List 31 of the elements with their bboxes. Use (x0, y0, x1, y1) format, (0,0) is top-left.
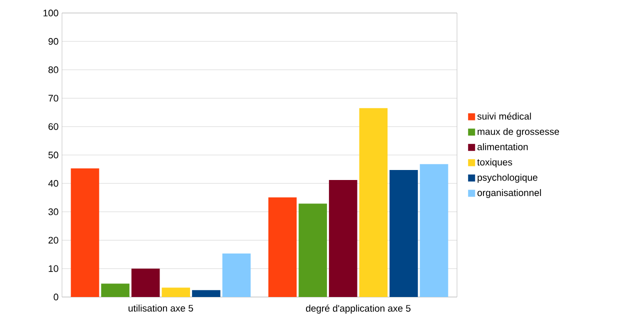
y-tick-label: 30 (48, 208, 58, 216)
bar (390, 170, 418, 297)
bar (359, 108, 388, 297)
y-tick-label: 20 (48, 236, 58, 244)
y-tick-label: 60 (48, 123, 58, 130)
bar (70, 168, 100, 297)
legend-label: toxiques (477, 158, 512, 168)
bar (162, 288, 190, 297)
bar (101, 284, 130, 297)
bar (131, 268, 160, 297)
y-tick-label: 50 (48, 152, 58, 158)
y-tick-label: 90 (48, 38, 58, 45)
bar (420, 164, 448, 297)
y-tick-label: 0 (54, 294, 58, 300)
legend-label: maux de grossesse (478, 128, 560, 137)
x-tick-label: utilisation axe 5 (128, 304, 194, 312)
y-tick-label: 10 (48, 265, 58, 272)
legend-label: alimentation (477, 143, 528, 150)
bar (268, 197, 297, 297)
bar (192, 290, 220, 297)
bar (222, 254, 251, 297)
x-tick-label: degré d'application axe 5 (306, 304, 410, 314)
legend-label: organisationnel (477, 189, 541, 198)
y-tick-label: 40 (48, 180, 58, 187)
y-tick-label: 70 (48, 94, 58, 102)
bar (328, 180, 358, 297)
bar (298, 204, 327, 297)
y-tick-label: 100 (44, 10, 58, 16)
y-tick-label: 80 (48, 66, 58, 74)
legend-label: psychologique (478, 174, 538, 183)
legend-label: suivi médical (477, 112, 531, 120)
